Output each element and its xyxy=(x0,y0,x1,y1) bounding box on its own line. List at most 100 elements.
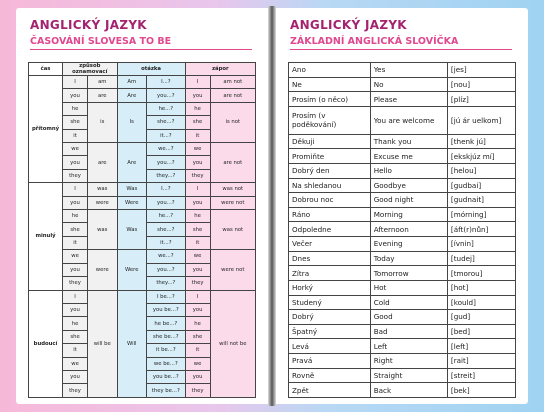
vocabulary-table: Ano Yes [jes] Ne No [nou] Prosím (o něco) Pleas… xyxy=(288,62,517,398)
verb-cell: were xyxy=(87,249,118,291)
question-cell: they...? xyxy=(146,276,186,291)
right-page: ANGLICKÝ JAZYK ZÁKLADNÍ ANGLICKÁ SLOVÍČK… xyxy=(276,8,528,404)
question-verb-cell: Will xyxy=(116,289,148,398)
pronoun-cell: it xyxy=(62,235,89,251)
pronunciation: [helou] xyxy=(446,162,517,179)
pronoun-cell: I xyxy=(62,182,89,197)
pronoun-cell: we xyxy=(62,249,89,264)
english-word: Cold xyxy=(369,294,448,311)
czech-word: Odpoledne xyxy=(288,221,371,238)
czech-word: Dnes xyxy=(288,250,371,267)
question-cell: I...? xyxy=(146,182,186,197)
table-row: Studený Cold [kould] xyxy=(288,294,517,311)
english-word: Hello xyxy=(369,162,448,179)
pronunciation: [jú ár uelkom] xyxy=(446,105,517,135)
tense-cell: minulý xyxy=(27,182,64,291)
header-row: čas způsob oznamovací otázka zápor xyxy=(27,62,257,76)
english-word: You are welcome xyxy=(369,105,448,135)
pronunciation: [tmorou] xyxy=(446,265,517,281)
czech-word: Prosím (v poděkování) xyxy=(288,105,371,135)
column-header: způsob oznamovací xyxy=(62,62,118,76)
pronunciation: [bed] xyxy=(446,323,517,340)
negation-pronoun-cell: she xyxy=(184,115,211,130)
pronunciation: [mórning] xyxy=(446,206,517,223)
pronoun-cell: they xyxy=(62,383,89,398)
pronoun-cell: I xyxy=(62,289,89,304)
table-row: Špatný Bad [bed] xyxy=(288,323,517,340)
czech-word: Děkuji xyxy=(288,133,371,150)
english-word: Straight xyxy=(369,367,448,384)
english-word: Back xyxy=(369,382,448,398)
negation-pronoun-cell: we xyxy=(184,356,211,371)
english-word: Hot xyxy=(369,279,448,296)
negation-pronoun-cell: it xyxy=(184,235,211,251)
table-row: Děkuji Thank you [thenk jú] xyxy=(288,133,517,150)
pronunciation: [bek] xyxy=(446,382,517,398)
pronunciation: [left] xyxy=(446,338,517,355)
pronoun-cell: he xyxy=(62,209,89,224)
negation-pronoun-cell: it xyxy=(184,343,211,358)
question-cell: you...? xyxy=(146,155,186,170)
question-cell: she...? xyxy=(146,222,186,237)
left-page: ANGLICKÝ JAZYK ČASOVÁNÍ SLOVESA TO BE ča… xyxy=(16,8,268,404)
column-header: zápor xyxy=(184,62,257,76)
table-row: Rovně Straight [streit] xyxy=(288,367,517,384)
table-row: we were Were we...? we were not xyxy=(29,249,257,291)
english-word: Goodbye xyxy=(369,177,448,194)
pronoun-cell: they xyxy=(62,168,89,184)
question-verb-cell: Were xyxy=(116,195,148,211)
pronoun-cell: she xyxy=(62,222,89,237)
question-verb-cell: Was xyxy=(116,209,148,251)
table-row: he is Is he...? he is not xyxy=(29,101,257,144)
pronoun-cell: you xyxy=(62,155,89,170)
czech-word: Rovně xyxy=(288,367,371,384)
negation-pronoun-cell: it xyxy=(184,128,211,144)
verb-cell: is xyxy=(87,101,118,144)
table-row: Ráno Morning [mórning] xyxy=(288,206,517,223)
pronoun-cell: she xyxy=(62,329,89,345)
table-row: he he be...? he xyxy=(29,316,256,331)
pronoun-cell: it xyxy=(62,343,89,358)
tense-cell: přítomný xyxy=(27,74,64,184)
table-row: Levá Left [left] xyxy=(288,338,517,355)
czech-word: Ne xyxy=(288,76,371,93)
negation-pronoun-cell: I xyxy=(184,182,211,197)
pronunciation: [gud] xyxy=(446,309,517,325)
table-row: she she...? she xyxy=(29,222,256,237)
pronoun-cell: I xyxy=(62,74,89,90)
english-word: Evening xyxy=(369,236,448,252)
pronoun-cell: you xyxy=(62,262,89,278)
table-row: Dnes Today [tudej] xyxy=(288,250,517,267)
english-word: Left xyxy=(369,338,448,355)
question-cell: you...? xyxy=(146,88,186,103)
czech-word: Dobrou noc xyxy=(288,192,371,208)
page-title: ANGLICKÝ JAZYK xyxy=(30,18,147,32)
english-word: Right xyxy=(369,353,448,369)
negation-pronoun-cell: they xyxy=(184,168,211,184)
table-row: you were Were you...? you were not xyxy=(29,195,257,211)
question-cell: you...? xyxy=(146,195,186,211)
negation-pronoun-cell: he xyxy=(184,101,211,117)
negation-pronoun-cell: you xyxy=(184,155,211,170)
pronoun-cell: he xyxy=(62,316,89,331)
table-row: we are Are we...? we are not xyxy=(29,142,257,184)
pronunciation: [plíz] xyxy=(446,91,517,107)
czech-word: Ráno xyxy=(288,206,371,223)
negation-cell: am not xyxy=(209,74,257,90)
pronoun-cell: he xyxy=(62,101,89,117)
question-cell: I...? xyxy=(146,74,186,90)
negation-cell: was not xyxy=(209,209,257,251)
english-word: Tomorrow xyxy=(369,265,448,281)
negation-pronoun-cell: you xyxy=(184,88,211,103)
czech-word: Večer xyxy=(288,236,371,252)
pronunciation: [rait] xyxy=(446,353,517,369)
question-cell: he...? xyxy=(146,101,186,117)
tense-cell: budoucí xyxy=(27,289,64,398)
table-row: Dobrý Good [gud] xyxy=(288,309,517,325)
verb-cell: are xyxy=(87,88,118,103)
table-row: Dobrou noc Good night [gudnait] xyxy=(288,192,517,208)
table-row: Ne No [nou] xyxy=(288,76,517,93)
table-row: you you...? you xyxy=(29,262,256,278)
english-word: Good xyxy=(369,309,448,325)
